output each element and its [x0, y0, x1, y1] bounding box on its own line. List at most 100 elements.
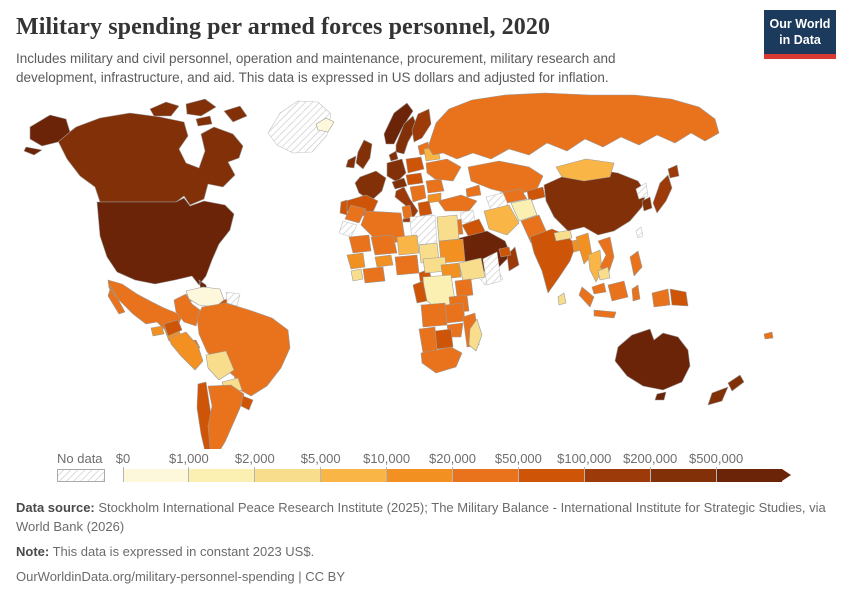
country-brazil[interactable]	[196, 303, 291, 397]
country-kenya[interactable]	[454, 279, 474, 298]
country-japan[interactable]	[652, 165, 680, 214]
legend-tick	[649, 467, 651, 483]
country-botswana[interactable]	[434, 329, 454, 350]
country-fiji[interactable]	[763, 332, 774, 340]
country-romania[interactable]	[425, 179, 445, 194]
country-canada[interactable]	[57, 99, 248, 206]
country-egypt[interactable]	[436, 215, 460, 242]
country-greece[interactable]	[417, 201, 433, 217]
country-denmark[interactable]	[388, 151, 399, 162]
country-ecuador[interactable]	[163, 320, 183, 337]
country-south-korea[interactable]	[641, 197, 653, 212]
legend-tick	[122, 467, 124, 483]
legend-tick	[583, 467, 585, 483]
canonical-url[interactable]: OurWorldinData.org/military-personnel-sp…	[16, 568, 345, 584]
legend-segment[interactable]	[518, 469, 585, 483]
country-united-kingdom[interactable]	[355, 140, 373, 170]
legend-tick	[715, 467, 717, 483]
country-venezuela[interactable]	[185, 287, 225, 308]
legend-no-data-swatch[interactable]	[57, 469, 105, 483]
country-madagascar[interactable]	[468, 319, 483, 352]
country-senegal-guinea[interactable]	[346, 253, 366, 270]
legend-tick-label: $2,000	[234, 451, 275, 467]
country-iceland[interactable]	[315, 118, 335, 133]
legend-segment[interactable]	[386, 469, 453, 483]
country-ireland[interactable]	[345, 156, 357, 169]
country-czechia-hungary[interactable]	[405, 173, 424, 186]
country-somalia[interactable]	[482, 252, 502, 286]
country-papua-new-guinea[interactable]	[669, 289, 689, 307]
country-mauritania[interactable]	[348, 235, 372, 254]
country-taiwan[interactable]	[635, 227, 644, 239]
country-france[interactable]	[354, 171, 387, 202]
owid-logo-line1: Our World	[769, 17, 831, 31]
country-mongolia[interactable]	[555, 159, 615, 182]
country-germany[interactable]	[386, 159, 407, 183]
country-balkans[interactable]	[409, 185, 427, 203]
country-new-zealand[interactable]	[707, 375, 745, 406]
country-peru[interactable]	[168, 332, 204, 371]
country-sierra-leone-liberia[interactable]	[350, 269, 364, 282]
country-guatemala[interactable]	[150, 326, 165, 337]
country-portugal[interactable]	[339, 200, 348, 216]
legend-tick-label: $0	[115, 451, 131, 467]
country-gabon-congo[interactable]	[412, 281, 428, 304]
country-norway[interactable]	[383, 103, 414, 145]
legend-tick	[517, 467, 519, 483]
country-mali[interactable]	[370, 235, 398, 256]
country-malaysia[interactable]	[591, 283, 607, 295]
country-alpine-states[interactable]	[391, 178, 408, 190]
country-philippines[interactable]	[629, 251, 643, 277]
country-caucasus[interactable]	[465, 185, 482, 198]
country-namibia[interactable]	[418, 327, 438, 354]
country-iran[interactable]	[483, 205, 520, 236]
country-argentina[interactable]	[207, 385, 245, 450]
legend-segment[interactable]	[716, 469, 782, 483]
note-text: This data is expressed in constant 2023 …	[49, 544, 315, 559]
country-nepal[interactable]	[553, 230, 573, 242]
country-sri-lanka[interactable]	[557, 293, 567, 306]
legend-segment[interactable]	[188, 469, 255, 483]
country-turkey[interactable]	[437, 195, 478, 212]
legend-segment[interactable]	[452, 469, 519, 483]
legend-tick	[386, 467, 388, 483]
country-uruguay[interactable]	[240, 396, 254, 411]
country-united-states[interactable]	[96, 198, 235, 295]
country-western-sahara[interactable]	[338, 221, 358, 238]
country-niger[interactable]	[396, 235, 420, 256]
country-guyanas[interactable]	[225, 292, 241, 307]
country-poland[interactable]	[405, 157, 425, 174]
chart-header: Military spending per armed forces perso…	[0, 0, 850, 87]
legend-segment[interactable]	[584, 469, 651, 483]
country-south-africa[interactable]	[420, 347, 463, 374]
country-united-states-alaska[interactable]	[23, 115, 71, 156]
country-kyrgyzstan-tajikistan[interactable]	[526, 187, 546, 202]
country-ethiopia[interactable]	[458, 258, 486, 282]
legend-segment[interactable]	[320, 469, 387, 483]
country-nigeria[interactable]	[394, 255, 420, 276]
country-bolivia[interactable]	[205, 351, 235, 381]
legend-segment[interactable]	[254, 469, 321, 483]
country-south-sudan[interactable]	[440, 263, 462, 280]
country-finland[interactable]	[411, 109, 432, 143]
legend-segment[interactable]	[123, 469, 189, 483]
legend-tick-label: $20,000	[429, 451, 476, 467]
country-australia[interactable]	[614, 329, 691, 401]
country-angola[interactable]	[420, 303, 448, 328]
country-north-korea[interactable]	[635, 183, 649, 200]
country-russia[interactable]	[427, 93, 720, 160]
country-zambia[interactable]	[444, 303, 466, 324]
country-uae[interactable]	[498, 247, 512, 258]
legend-segment[interactable]	[650, 469, 717, 483]
owid-logo[interactable]: Our World in Data	[764, 10, 836, 60]
legend-tick	[254, 467, 256, 483]
country-indonesia[interactable]	[578, 281, 671, 319]
country-cambodia[interactable]	[597, 267, 611, 281]
country-sudan[interactable]	[438, 239, 466, 264]
country-afghanistan[interactable]	[510, 199, 538, 222]
country-morocco[interactable]	[344, 205, 367, 224]
country-burkina-faso[interactable]	[374, 255, 394, 268]
country-ivory-coast-ghana[interactable]	[362, 267, 386, 284]
country-ukraine[interactable]	[425, 159, 462, 182]
